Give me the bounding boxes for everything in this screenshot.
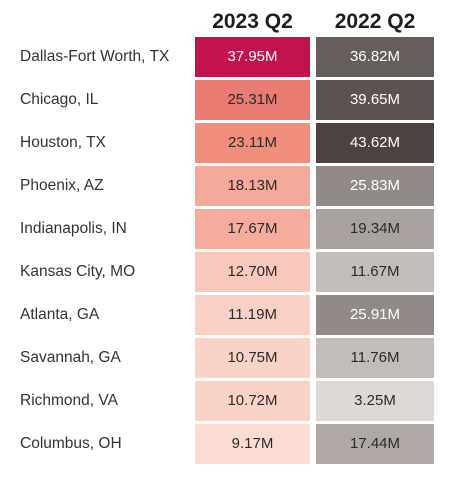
heatmap-cell: 11.19M xyxy=(195,295,310,335)
heatmap-cell: 36.82M xyxy=(316,37,434,77)
heatmap-cell: 3.25M xyxy=(316,381,434,421)
row-label: Kansas City, MO xyxy=(20,263,136,280)
row-label: Phoenix, AZ xyxy=(20,177,104,194)
heatmap-cell: 39.65M xyxy=(316,80,434,120)
heatmap-cell: 43.62M xyxy=(316,123,434,163)
heatmap-cell: 25.83M xyxy=(316,166,434,206)
heatmap-cell: 25.91M xyxy=(316,295,434,335)
row-label: Columbus, OH xyxy=(20,435,122,452)
row-label: Chicago, IL xyxy=(20,91,99,108)
heatmap-cell: 17.67M xyxy=(195,209,310,249)
column-header-2022-q2: 2022 Q2 xyxy=(334,10,416,33)
row-label: Atlanta, GA xyxy=(20,306,100,323)
heatmap-cell: 18.13M xyxy=(195,166,310,206)
heatmap-cell: 11.67M xyxy=(316,252,434,292)
heatmap-cell: 17.44M xyxy=(316,424,434,464)
row-label: Houston, TX xyxy=(20,134,106,151)
heatmap-cell: 11.76M xyxy=(316,338,434,378)
heatmap-cell: 23.11M xyxy=(195,123,310,163)
heatmap-cell: 10.72M xyxy=(195,381,310,421)
row-label: Dallas-Fort Worth, TX xyxy=(20,48,170,65)
heatmap-cell: 25.31M xyxy=(195,80,310,120)
column-header-2023-q2: 2023 Q2 xyxy=(212,10,293,33)
row-label: Savannah, GA xyxy=(20,349,121,366)
heatmap-cell: 37.95M xyxy=(195,37,310,77)
heatmap-cell: 10.75M xyxy=(195,338,310,378)
heatmap-cell: 9.17M xyxy=(195,424,310,464)
heatmap-cell: 19.34M xyxy=(316,209,434,249)
heatmap-cell: 12.70M xyxy=(195,252,310,292)
row-label: Richmond, VA xyxy=(20,392,118,409)
row-label: Indianapolis, IN xyxy=(20,220,127,237)
